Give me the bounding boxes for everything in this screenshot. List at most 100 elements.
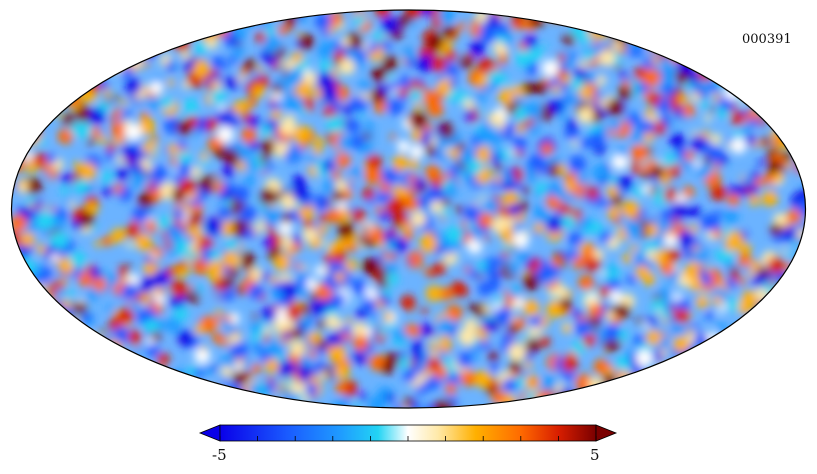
field-blob [774, 331, 781, 339]
field-blob [295, 320, 305, 330]
field-blob [771, 140, 780, 149]
field-blob [121, 32, 129, 40]
field-blob [57, 83, 68, 94]
field-blob [540, 142, 554, 156]
field-blob [784, 227, 798, 241]
field-blob [664, 234, 678, 248]
field-blob [700, 273, 713, 286]
field-blob [223, 10, 240, 20]
field-blob [233, 45, 245, 57]
field-blob [416, 77, 423, 84]
field-blob [363, 132, 371, 140]
field-blob [503, 332, 510, 339]
field-blob [456, 352, 473, 369]
field-blob [573, 67, 587, 81]
field-blob [759, 62, 766, 69]
field-blob [318, 213, 328, 223]
field-blob [561, 82, 569, 91]
field-blob [272, 83, 282, 94]
field-blob [23, 99, 39, 116]
field-blob [216, 10, 233, 20]
field-blob [754, 177, 764, 187]
field-blob [502, 122, 516, 135]
field-blob [298, 33, 315, 50]
field-blob [348, 242, 358, 253]
field-blob [409, 112, 427, 129]
field-blob [342, 104, 353, 115]
field-blob [801, 327, 806, 337]
field-blob [260, 271, 270, 281]
field-blob [134, 381, 149, 396]
field-blob [344, 48, 358, 62]
field-blob [237, 146, 250, 159]
field-blob [222, 276, 234, 288]
field-blob [790, 99, 806, 116]
field-blob [556, 10, 569, 22]
field-blob [712, 295, 723, 306]
field-blob [150, 391, 158, 398]
field-blob [220, 318, 229, 327]
field-blob [609, 266, 615, 272]
field-blob [745, 340, 751, 346]
field-blob [194, 11, 210, 28]
field-blob [798, 406, 806, 408]
field-blob [239, 252, 255, 269]
field-blob [44, 330, 58, 344]
field-blob [157, 352, 170, 366]
field-blob [747, 377, 759, 389]
field-blob [673, 336, 690, 353]
field-blob [13, 334, 21, 341]
field-blob [305, 382, 318, 396]
field-blob [607, 278, 621, 291]
field-blob [17, 183, 28, 194]
field-blob [133, 388, 148, 402]
field-blob [86, 137, 95, 146]
field-blob [279, 60, 285, 66]
field-blob [14, 340, 24, 350]
field-blob [398, 356, 411, 370]
field-blob [82, 362, 100, 381]
field-blob [41, 78, 56, 94]
field-blob [497, 53, 508, 64]
field-blob [669, 133, 685, 149]
field-blob [33, 384, 42, 393]
field-blob [233, 363, 243, 372]
field-blob [729, 348, 743, 363]
field-blob [707, 292, 713, 298]
field-blob [345, 187, 352, 194]
field-blob [482, 304, 491, 313]
field-blob [166, 266, 177, 278]
field-blob [775, 286, 791, 303]
field-blob [795, 377, 806, 393]
field-blob [394, 403, 405, 408]
field-blob [469, 40, 486, 56]
field-blob [576, 174, 588, 186]
field-blob [679, 379, 694, 394]
field-blob [410, 129, 423, 142]
field-blob [15, 270, 28, 283]
field-blob [521, 102, 527, 108]
field-blob [410, 211, 426, 227]
field-blob [559, 203, 571, 216]
field-blob [68, 19, 79, 30]
field-blob [443, 25, 456, 38]
field-blob [592, 90, 599, 97]
field-blob [503, 234, 514, 245]
field-blob [11, 133, 16, 145]
field-blob [11, 145, 25, 162]
field-blob [642, 172, 651, 181]
field-blob [65, 93, 80, 107]
field-blob [511, 10, 527, 18]
field-blob [476, 273, 483, 280]
field-blob [66, 288, 75, 298]
field-blob [134, 50, 143, 59]
field-blob [436, 317, 454, 335]
field-blob [491, 218, 506, 233]
field-blob [430, 56, 447, 73]
field-blob [317, 41, 335, 60]
field-blob [101, 235, 113, 247]
field-blob [193, 368, 204, 378]
field-blob [393, 238, 408, 253]
field-blob [774, 305, 785, 316]
field-blob [334, 271, 345, 282]
